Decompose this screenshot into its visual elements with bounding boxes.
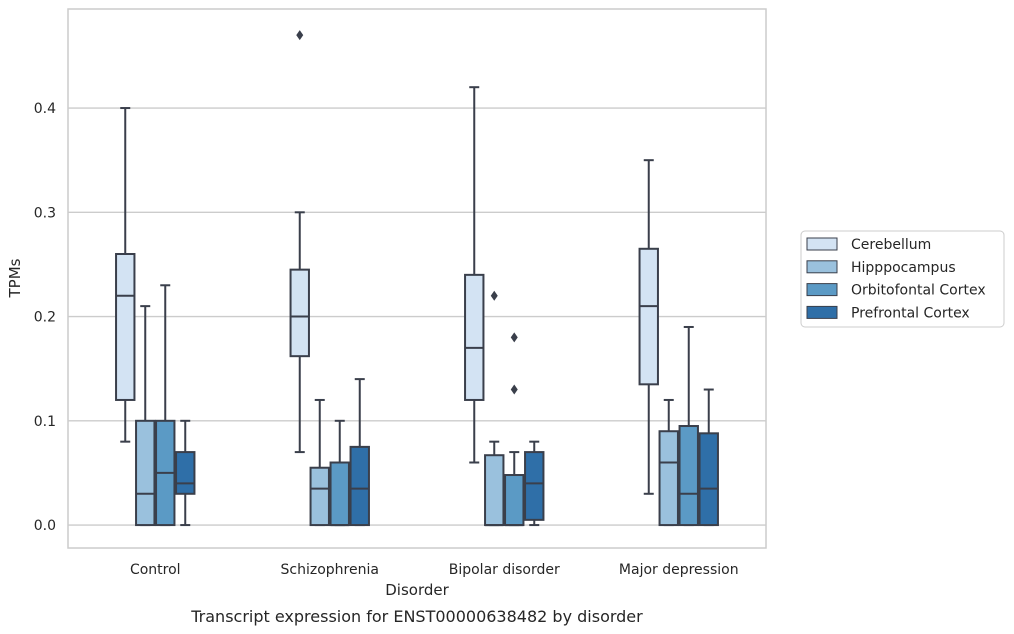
x-tick-label: Major depression bbox=[619, 562, 739, 578]
outlier-point bbox=[490, 290, 498, 301]
boxes bbox=[115, 30, 719, 527]
y-tick-label: 0.1 bbox=[34, 414, 56, 430]
y-tick-label: 0.3 bbox=[34, 205, 56, 221]
box bbox=[658, 430, 679, 527]
box bbox=[638, 247, 659, 386]
legend-swatch bbox=[806, 237, 838, 251]
y-tick-label: 0.2 bbox=[34, 310, 56, 326]
box bbox=[329, 461, 350, 527]
legend-label: Prefrontal Cortex bbox=[851, 305, 970, 321]
box bbox=[524, 451, 545, 521]
x-axis-label: Disorder bbox=[385, 581, 449, 599]
box-group bbox=[638, 159, 659, 495]
box bbox=[135, 419, 156, 527]
legend-swatch bbox=[806, 283, 838, 297]
box bbox=[289, 268, 310, 358]
x-tick-label: Bipolar disorder bbox=[449, 562, 560, 578]
box bbox=[504, 474, 525, 527]
box-group bbox=[309, 398, 330, 527]
box-group bbox=[329, 419, 350, 527]
box bbox=[464, 273, 485, 401]
box bbox=[115, 253, 136, 401]
y-axis-label: TPMs bbox=[6, 258, 24, 298]
legend-items: Cerebellum Hipppocampus Orbitofontal Corte… bbox=[806, 237, 986, 321]
legend-label: Cerebellum bbox=[851, 237, 931, 253]
box-group bbox=[135, 305, 156, 527]
x-tick-label: Schizophrenia bbox=[281, 562, 379, 578]
box-group bbox=[504, 332, 525, 527]
outlier-point bbox=[510, 384, 518, 395]
box bbox=[309, 466, 330, 527]
plot-frame bbox=[67, 8, 767, 549]
figure-caption: Transcript expression for ENST0000063848… bbox=[190, 607, 643, 626]
box bbox=[484, 454, 505, 527]
y-tick-labels: 0.0 0.1 0.2 0.3 0.4 bbox=[34, 101, 56, 534]
legend-swatch bbox=[806, 260, 838, 274]
y-tick-label: 0.4 bbox=[34, 101, 56, 117]
box-group bbox=[155, 284, 176, 527]
box-group bbox=[698, 388, 719, 527]
box bbox=[175, 451, 196, 495]
legend: Cerebellum Hipppocampus Orbitofontal Corte… bbox=[800, 230, 1005, 328]
outlier-point bbox=[296, 30, 304, 41]
box-group bbox=[349, 378, 370, 527]
x-tick-label: Control bbox=[130, 562, 181, 578]
box-group bbox=[289, 30, 310, 454]
legend-label: Orbitofontal Cortex bbox=[851, 283, 986, 299]
box-group bbox=[175, 419, 196, 527]
y-tick-label: 0.0 bbox=[34, 518, 56, 534]
box-group bbox=[658, 398, 679, 527]
box-group bbox=[524, 440, 545, 527]
box bbox=[678, 425, 699, 527]
box-group bbox=[115, 107, 136, 443]
legend-swatch bbox=[806, 305, 838, 319]
box-group bbox=[484, 290, 505, 527]
box-group bbox=[464, 86, 485, 464]
legend-frame bbox=[800, 230, 1005, 328]
x-tick-labels: Control Schizophrenia Bipolar disorder Majo… bbox=[130, 562, 739, 578]
box bbox=[349, 445, 370, 527]
legend-label: Hipppocampus bbox=[851, 260, 956, 276]
outlier-point bbox=[510, 332, 518, 343]
box-group bbox=[678, 325, 699, 527]
box bbox=[698, 432, 719, 527]
